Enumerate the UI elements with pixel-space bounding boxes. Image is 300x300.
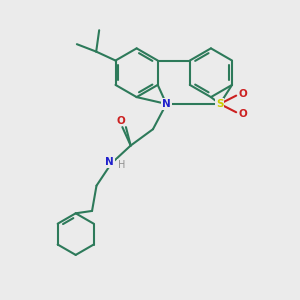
Text: N: N <box>106 157 114 167</box>
Text: O: O <box>239 88 248 98</box>
Text: S: S <box>216 99 224 109</box>
Text: N: N <box>162 99 171 109</box>
Text: O: O <box>116 116 125 126</box>
Text: O: O <box>239 109 248 119</box>
Text: H: H <box>118 160 125 170</box>
